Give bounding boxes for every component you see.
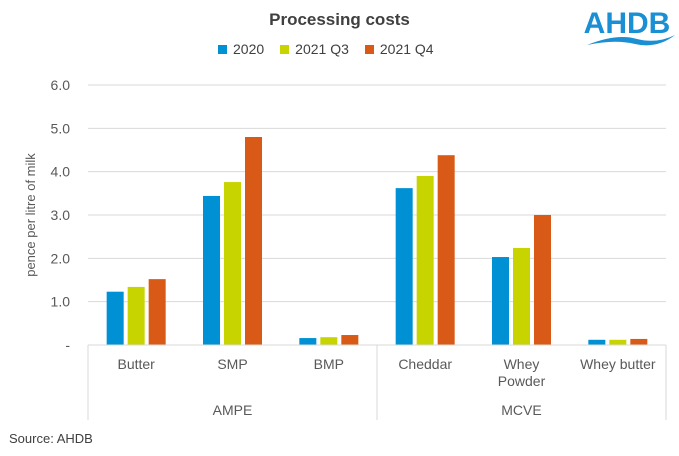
ahdb-logo: AHDB — [584, 7, 675, 46]
bar-2021-q3-cheddar — [416, 176, 434, 345]
bar-2021-q3-whey-powder — [513, 247, 530, 345]
x-tick-label: Butter — [117, 356, 155, 372]
legend-item-2021-q3: 2021 Q3 — [280, 41, 349, 57]
group-label: MCVE — [501, 402, 541, 418]
x-tick-label: Whey butter — [580, 356, 656, 372]
logo-text: AHDB — [584, 7, 671, 40]
bar-2020-butter — [106, 291, 124, 345]
legend-swatch — [218, 44, 227, 54]
y-tick-label: 4.0 — [51, 164, 71, 180]
bar-2021-q4-whey-powder — [534, 215, 551, 345]
legend-label: 2021 Q3 — [295, 41, 349, 57]
bar-2021-q3-bmp — [320, 337, 338, 345]
bar-2020-whey-powder — [492, 257, 509, 345]
bar-2021-q3-whey-butter — [609, 339, 627, 345]
source-note: Source: AHDB — [9, 431, 93, 446]
legend-label: 2020 — [233, 41, 265, 57]
bar-2021-q4-bmp — [341, 335, 359, 345]
y-tick-label: 6.0 — [51, 77, 71, 93]
legend-item-2020: 2020 — [218, 41, 264, 57]
legend-item-2021-q4: 2021 Q4 — [364, 41, 434, 57]
bar-2020-smp — [203, 195, 220, 345]
x-tick-label: SMP — [217, 356, 247, 372]
bar-2020-whey-butter — [588, 339, 606, 345]
chart-title: Processing costs — [269, 10, 410, 29]
legend-swatch — [364, 44, 374, 54]
y-tick-label: 5.0 — [51, 120, 71, 136]
bar-2020-bmp — [299, 338, 317, 345]
y-axis-label: pence per litre of milk — [23, 153, 38, 277]
bar-2021-q4-butter — [148, 279, 166, 345]
legend-swatch — [280, 44, 290, 54]
bar-2021-q3-smp — [224, 182, 241, 345]
y-tick-label: 3.0 — [51, 207, 71, 223]
bar-2021-q4-smp — [245, 137, 262, 345]
x-tick-label: Cheddar — [398, 356, 452, 372]
bar-2021-q3-butter — [127, 286, 145, 345]
legend-label: 2021 Q4 — [379, 41, 434, 57]
y-tick-label: - — [65, 337, 70, 353]
y-tick-label: 2.0 — [51, 250, 71, 266]
bar-2020-cheddar — [395, 188, 413, 345]
logo-wave — [587, 35, 675, 46]
bar-2021-q4-whey-butter — [630, 338, 648, 345]
group-label: AMPE — [213, 402, 253, 418]
legend: 2020 2021 Q3 2021 Q4 — [218, 41, 434, 57]
bar-2021-q4-cheddar — [437, 155, 455, 345]
y-tick-label: 1.0 — [51, 294, 71, 310]
x-tick-label: Whey Powder — [498, 356, 546, 389]
x-tick-label: BMP — [314, 356, 344, 372]
